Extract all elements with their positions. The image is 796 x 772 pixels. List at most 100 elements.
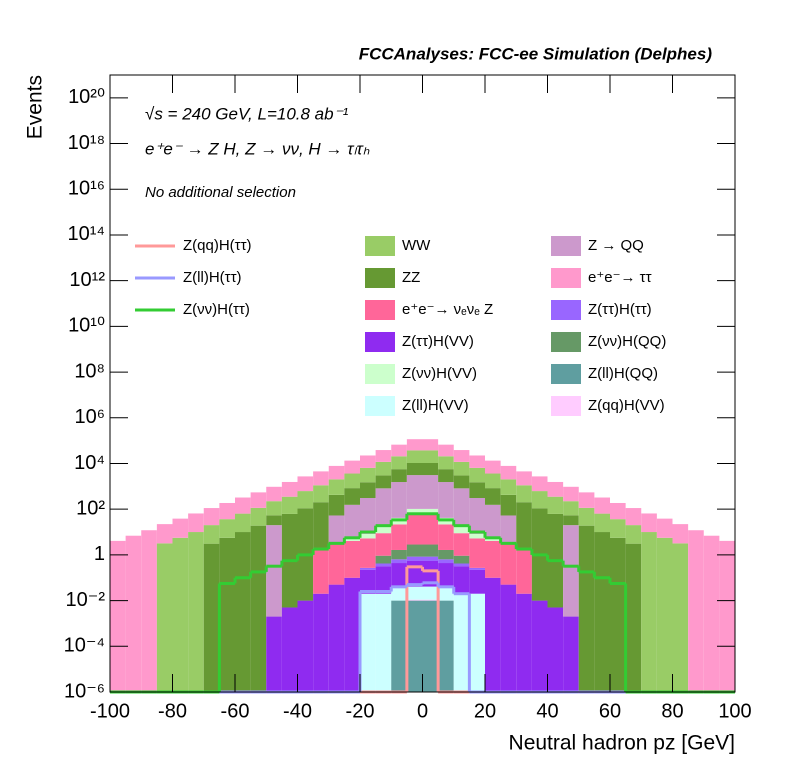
bar-segment bbox=[563, 501, 579, 516]
y-tick-label: 10¹⁸ bbox=[68, 132, 105, 154]
bar-segment bbox=[313, 547, 329, 594]
bar-segment bbox=[344, 540, 360, 578]
y-tick-label: 10⁻² bbox=[66, 589, 106, 611]
bar-segment bbox=[563, 515, 579, 526]
bar-segment bbox=[360, 455, 376, 468]
bar-segment bbox=[453, 555, 470, 564]
bar-segment bbox=[563, 616, 579, 692]
bar-segment bbox=[250, 492, 267, 508]
bar-segment bbox=[406, 462, 423, 476]
bar-segment bbox=[422, 600, 439, 692]
bar-segment bbox=[406, 513, 423, 545]
annotation: No additional selection bbox=[145, 184, 296, 201]
y-tick-label: 10⁶ bbox=[75, 406, 105, 428]
legend-swatch bbox=[365, 332, 395, 352]
bar-segment bbox=[391, 482, 407, 518]
bar-segment bbox=[625, 508, 642, 526]
bar-segment bbox=[110, 540, 126, 692]
bar-segment bbox=[438, 600, 454, 692]
bar-segment bbox=[516, 547, 532, 594]
legend-swatch bbox=[551, 268, 581, 288]
bar-segment bbox=[625, 543, 642, 692]
x-tick-label: 60 bbox=[599, 700, 621, 722]
bar-segment bbox=[453, 475, 470, 489]
bar-segment bbox=[406, 600, 423, 692]
y-tick-label: 10⁸ bbox=[74, 360, 105, 382]
bar-segment bbox=[422, 508, 439, 514]
legend-label: Z(νν)H(QQ) bbox=[588, 333, 666, 350]
bar-segment bbox=[391, 586, 407, 601]
x-tick-label: 100 bbox=[718, 700, 751, 722]
bar-segment bbox=[281, 481, 298, 497]
bar-segment bbox=[219, 519, 235, 538]
legend-swatch bbox=[365, 236, 395, 256]
legend-label: Z(ll)H(ττ) bbox=[183, 269, 242, 286]
bar-segment bbox=[266, 525, 282, 617]
bar-segment bbox=[391, 563, 407, 587]
bar-segment bbox=[500, 584, 517, 692]
bar-segment bbox=[688, 530, 704, 692]
bar-segment bbox=[406, 544, 423, 557]
bar-segment bbox=[391, 600, 407, 692]
x-tick-label: -40 bbox=[283, 700, 312, 722]
bar-segment bbox=[344, 488, 360, 505]
bar-segment bbox=[485, 504, 501, 539]
legend-label: e⁺e⁻→ ττ bbox=[588, 269, 652, 286]
bar-segment bbox=[594, 532, 610, 692]
bar-segment bbox=[406, 599, 423, 601]
bar-segment bbox=[375, 533, 392, 556]
bar-segment bbox=[391, 559, 407, 564]
bar-segment bbox=[172, 537, 189, 692]
bar-segment bbox=[344, 473, 360, 489]
bar-segment bbox=[469, 538, 485, 568]
bar-segment bbox=[438, 456, 454, 470]
bar-segment bbox=[297, 476, 314, 492]
bar-segment bbox=[594, 497, 610, 514]
bar-segment bbox=[188, 513, 204, 533]
bar-segment bbox=[406, 508, 423, 514]
y-tick-label: 10¹⁴ bbox=[68, 223, 106, 245]
bar-segment bbox=[500, 543, 517, 585]
bar-segment bbox=[328, 465, 345, 480]
bar-segment bbox=[453, 593, 470, 692]
bar-segment bbox=[375, 526, 392, 534]
bar-segment bbox=[422, 475, 439, 509]
bar-segment bbox=[406, 450, 423, 463]
bar-segment bbox=[328, 494, 345, 516]
bar-segment bbox=[422, 599, 439, 601]
bar-segment bbox=[250, 525, 267, 692]
x-tick-label: 0 bbox=[417, 700, 428, 722]
bar-segment bbox=[516, 471, 532, 486]
bar-segment bbox=[641, 513, 657, 533]
bar-segment bbox=[141, 530, 157, 692]
plot-marks bbox=[110, 439, 735, 694]
bar-segment bbox=[391, 456, 407, 470]
bar-segment bbox=[281, 607, 298, 692]
bar-segment bbox=[422, 560, 439, 587]
bar-segment bbox=[391, 469, 407, 483]
bar-segment bbox=[485, 538, 501, 541]
bar-segment bbox=[266, 515, 282, 526]
bar-segment bbox=[235, 513, 251, 533]
annotation: √s = 240 GeV, L=10.8 ab⁻¹ bbox=[145, 104, 349, 123]
bar-segment bbox=[438, 444, 454, 457]
bar-segment bbox=[485, 488, 501, 505]
bar-segment bbox=[360, 593, 376, 692]
x-tick-label: -60 bbox=[221, 700, 250, 722]
chart-title: FCCAnalyses: FCC-ee Simulation (Delphes) bbox=[359, 44, 713, 63]
y-tick-label: 10⁻⁶ bbox=[64, 680, 105, 702]
bar-segment bbox=[422, 439, 439, 451]
y-tick-label: 10⁻⁴ bbox=[64, 635, 105, 657]
y-tick-label: 10⁴ bbox=[74, 452, 105, 474]
legend-swatch bbox=[551, 300, 581, 320]
legend-label: Z(ττ)H(ττ) bbox=[588, 301, 652, 318]
bar-segment bbox=[469, 569, 485, 594]
bar-segment bbox=[438, 549, 454, 560]
bar-segment bbox=[266, 501, 282, 516]
bar-segment bbox=[485, 540, 501, 578]
legend-swatch bbox=[365, 396, 395, 416]
bar-segment bbox=[219, 502, 235, 520]
bar-segment bbox=[219, 537, 235, 692]
bar-segment bbox=[453, 563, 470, 567]
bar-segment bbox=[360, 467, 376, 483]
